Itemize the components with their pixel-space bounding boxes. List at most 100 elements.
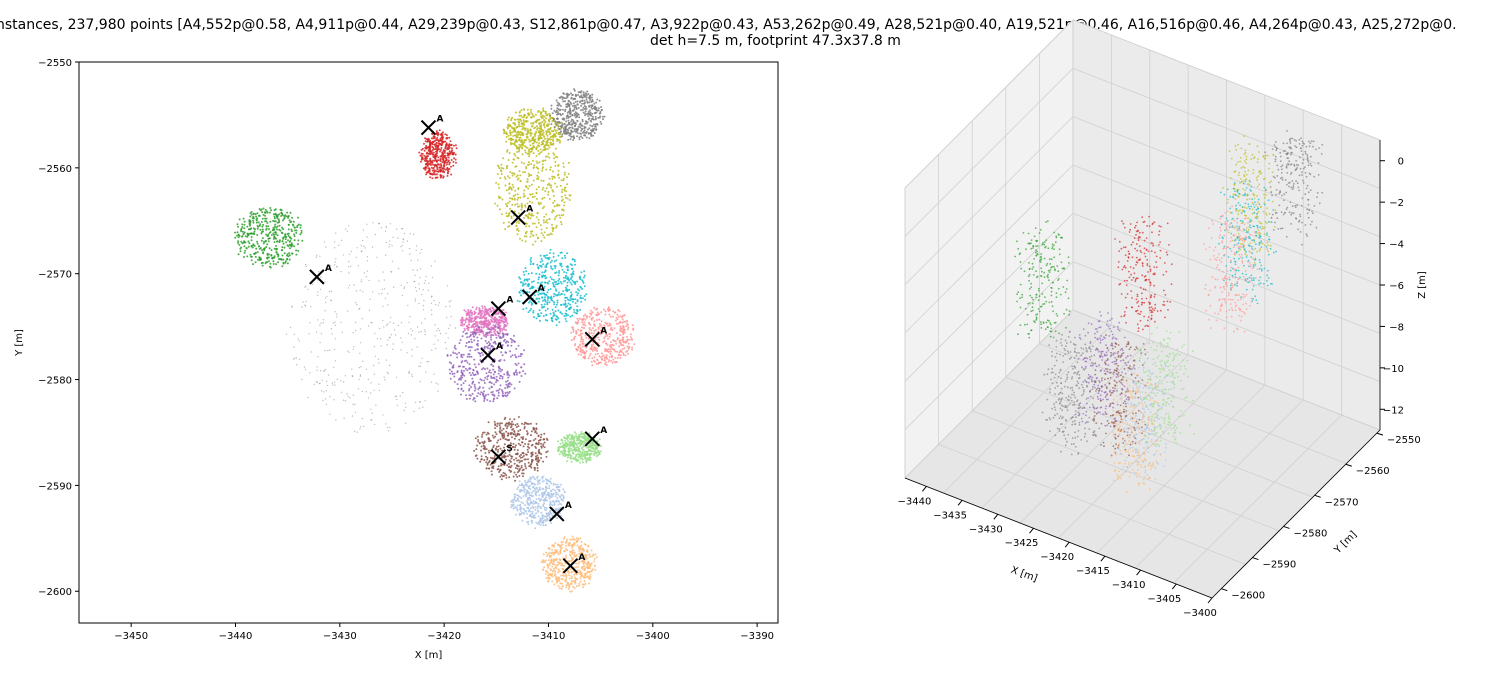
data-point: [502, 333, 505, 336]
data-point: [509, 129, 512, 132]
data-point: [580, 104, 583, 107]
data-point: [540, 143, 543, 146]
data-point: [485, 309, 488, 312]
data-point: [482, 431, 484, 434]
data-point: [524, 463, 526, 465]
data-point: [527, 114, 530, 117]
data-point: [524, 129, 527, 132]
data-point: [538, 131, 541, 134]
data-point: [469, 334, 472, 337]
data-point: [607, 351, 610, 353]
data-point: [517, 220, 520, 223]
data-point: [253, 233, 256, 236]
data-point: [470, 355, 473, 358]
data-point: [608, 335, 611, 338]
data-point: [465, 359, 468, 362]
data-point: [521, 441, 524, 444]
data-point: [265, 246, 268, 248]
data-point: [532, 114, 535, 117]
data-point: [507, 462, 510, 465]
data-point: [529, 488, 532, 490]
data-point: [600, 320, 603, 323]
data-point: [580, 109, 582, 112]
data-point: [534, 120, 537, 123]
data-point: [570, 129, 573, 132]
data-point: [526, 108, 529, 111]
data-point: [464, 367, 467, 370]
data-point: [434, 148, 436, 151]
data-point: [527, 130, 530, 132]
data-point: [596, 352, 599, 355]
data-point: [273, 233, 276, 236]
data-point: [540, 130, 543, 133]
data-point: [530, 232, 533, 235]
data-point: [573, 344, 576, 347]
data-point: [548, 112, 551, 115]
data-point: [556, 101, 559, 104]
data-point: [439, 176, 442, 179]
data-point: [456, 383, 459, 386]
data-point: [567, 277, 570, 280]
data-point: [575, 308, 578, 311]
data-point: [537, 502, 540, 505]
data-point: [432, 167, 435, 170]
data-point: [548, 156, 551, 159]
data-point: [606, 343, 609, 346]
data-point: [583, 99, 586, 102]
data-point: [545, 490, 548, 493]
data-point: [565, 296, 568, 299]
data-point: [447, 147, 449, 150]
data-point: [629, 333, 632, 336]
data-point: [474, 316, 477, 319]
data-point: [566, 440, 569, 442]
data-point: [577, 346, 580, 349]
data-point: [550, 107, 553, 110]
data-point: [539, 488, 542, 491]
data-point: [563, 254, 566, 257]
point-cluster: [446, 324, 527, 403]
data-point: [572, 326, 574, 329]
data-point: [260, 221, 263, 223]
data-point: [529, 217, 532, 220]
data-point: [264, 208, 267, 211]
data-point: [477, 328, 480, 331]
data-point: [564, 279, 567, 282]
data-point: [569, 138, 572, 141]
data-point: [528, 508, 531, 511]
data-point: [449, 377, 452, 380]
data-point: [511, 500, 514, 503]
data-point: [602, 354, 605, 357]
data-point: [523, 278, 526, 281]
data-point: [523, 427, 526, 430]
data-point: [489, 371, 492, 374]
data-point: [525, 133, 528, 136]
data-point: [261, 264, 264, 267]
data-point: [531, 159, 534, 162]
data-point: [498, 316, 501, 319]
data-point: [542, 159, 545, 162]
data-point: [525, 146, 528, 149]
data-point: [557, 486, 560, 488]
data-point: [589, 111, 592, 114]
data-point: [516, 464, 519, 467]
data-point: [543, 231, 546, 234]
data-point: [492, 365, 495, 368]
data-point: [615, 317, 618, 319]
data-point: [297, 249, 300, 252]
data-point: [529, 193, 532, 196]
data-point: [566, 183, 569, 186]
data-point: [252, 221, 255, 224]
data-point: [567, 119, 570, 122]
data-point: [478, 381, 480, 384]
data-point: [597, 107, 600, 110]
data-point: [514, 499, 517, 502]
data-point: [562, 454, 565, 457]
data-point: [558, 453, 561, 456]
data-point: [535, 160, 538, 163]
data-point: [563, 436, 565, 439]
data-point: [513, 448, 516, 451]
data-point: [467, 323, 470, 326]
data-point: [543, 126, 546, 129]
data-point: [554, 306, 557, 309]
data-point: [242, 217, 245, 220]
